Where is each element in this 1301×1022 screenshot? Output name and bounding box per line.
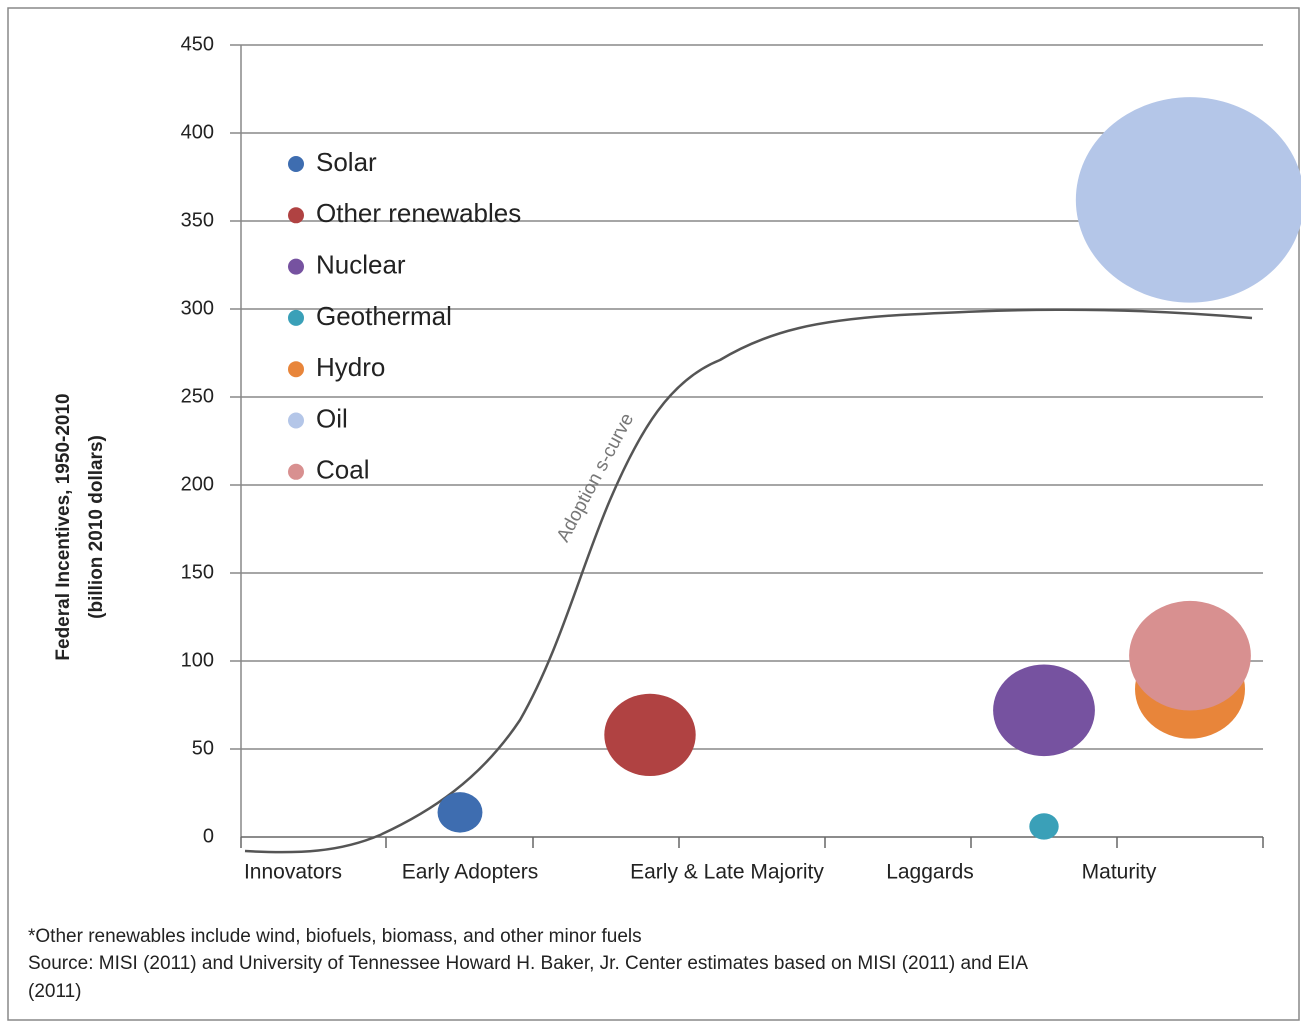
bubble	[437, 792, 483, 833]
source: Source: MISI (2011) and University of Te…	[28, 953, 1028, 974]
legend-marker	[288, 156, 304, 172]
y-tick-label: 250	[181, 385, 214, 407]
bubble	[604, 693, 696, 777]
legend-marker	[288, 258, 304, 275]
y-tick-label: 450	[181, 33, 214, 55]
footnote: *Other renewables include wind, biofuels…	[28, 926, 642, 947]
y-tick-label: 150	[181, 561, 214, 583]
legend-label: Other renewables	[316, 198, 521, 228]
legend-label: Hydro	[316, 352, 385, 382]
legend-label: Solar	[316, 147, 377, 177]
bubble	[993, 664, 1095, 757]
y-tick-label: 400	[181, 121, 214, 143]
legend-marker	[288, 207, 304, 224]
y-tick-label: 350	[181, 209, 214, 231]
s-curve	[244, 308, 1253, 854]
y-tick-label: 100	[181, 649, 214, 671]
x-tick-label: Maturity	[1082, 861, 1157, 884]
frame	[7, 7, 1300, 1021]
y-tick-label: 50	[192, 737, 214, 759]
legend-label: Geothermal	[316, 301, 452, 331]
legend-marker	[288, 463, 304, 480]
legend-marker	[288, 361, 304, 378]
y-tick-label: 300	[181, 297, 214, 319]
legend-label: Coal	[316, 455, 369, 485]
x-tick-label: Laggards	[886, 861, 974, 884]
bubbles	[437, 97, 1301, 840]
bubble	[1075, 97, 1301, 303]
annotation: Adoption s-curve	[553, 410, 638, 546]
x-tick-label: Early & Late Majority	[630, 861, 824, 884]
bubble	[1029, 813, 1059, 840]
legend-label: Nuclear	[316, 249, 406, 279]
y-label: Federal Incentives, 1950-2010	[53, 393, 74, 660]
x-tick-label: Early Adopters	[402, 861, 539, 884]
y-tick-label: 200	[181, 473, 214, 495]
x-ticks	[240, 837, 1264, 848]
source: (2011)	[28, 981, 82, 1002]
legend-marker	[288, 309, 304, 326]
legend-label: Oil	[316, 403, 348, 433]
bubble	[1129, 600, 1251, 711]
y-tick-label: 0	[203, 825, 214, 847]
legend: Solar Other renewables Nuclear Geothermal Hy…	[288, 147, 521, 485]
x-labels: Innovators Early Adopters Early & Late Maj…	[244, 861, 1157, 884]
legend-marker	[288, 412, 304, 429]
x-tick-label: Innovators	[244, 861, 342, 884]
y-label: (billion 2010 dollars)	[86, 435, 107, 619]
